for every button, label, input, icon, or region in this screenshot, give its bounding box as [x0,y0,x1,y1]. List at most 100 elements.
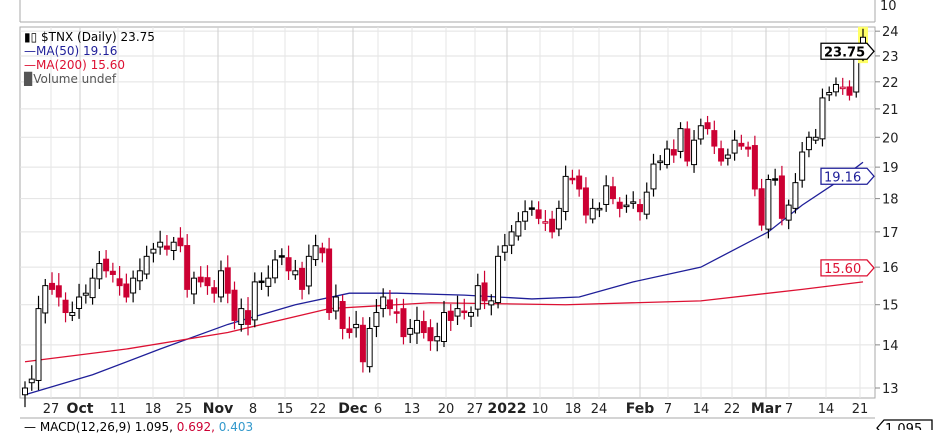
candle-body [643,191,650,215]
candle [542,210,549,231]
candle [657,155,664,171]
candle [258,272,265,290]
candle [636,198,643,221]
candle [819,88,826,147]
candle-body [204,277,211,287]
candle [373,299,380,338]
candle [528,200,535,216]
candle [731,130,738,161]
candle-body [96,263,103,280]
candle-body [562,175,569,213]
candle-body [35,308,42,381]
candle [62,292,69,323]
candle [839,77,846,95]
candle-body [576,175,583,190]
legend-ma200: —MA(200) 15.60 [24,58,125,72]
x-tick-label: Mar [751,401,781,417]
candle [22,381,28,408]
candle-body [697,125,704,140]
y-tick-label: 17 [882,226,899,241]
candle [785,199,792,230]
candle [650,153,657,197]
candle-body [718,148,725,162]
candle-body [481,282,488,302]
candle-body [170,241,177,251]
candle-icon: ▮▯ [24,30,42,44]
candle-body [461,310,468,314]
candle-body [292,270,299,276]
candle-body [832,83,839,93]
candle-body [123,283,130,298]
x-tick-label: 6 [374,402,382,417]
candle-body [636,204,643,213]
candle [332,284,339,320]
candle [778,165,785,226]
candle-body [28,378,35,384]
candle [326,237,333,320]
candle-body [326,248,333,314]
x-tick-label: Feb [626,401,655,417]
candle [359,317,366,373]
candle [190,271,197,305]
candle [501,233,508,261]
y-tick-label: 21 [882,103,899,118]
y-tick-label: 13 [882,382,899,397]
candle-body [366,327,373,368]
candle [265,265,272,297]
candle [211,280,218,303]
candle [697,118,704,145]
candle [116,266,123,296]
candle-body [778,175,785,219]
x-tick-label: 2022 [488,401,527,417]
candle-body [839,86,846,90]
candle [76,283,83,319]
macd-tag [876,419,933,430]
candle [312,234,319,266]
candle [481,270,488,310]
x-tick-label: 11 [110,402,127,417]
candle-body [528,207,535,210]
candle [217,260,224,303]
x-tick-label: 18 [145,402,162,417]
candle [35,295,42,391]
candle [535,201,542,225]
candle-body [82,292,89,296]
candle-body [501,245,508,253]
candle-body [724,154,731,159]
candle-body [143,255,150,275]
candle [386,289,393,316]
candle [751,135,758,197]
x-tick-label: Nov [203,401,233,417]
candle [474,273,481,317]
candle [799,141,806,188]
candle [413,306,420,344]
candle-body [447,310,454,321]
candle-body [474,285,481,310]
x-tick-label: 14 [818,402,835,417]
x-tick-label: 27 [467,402,484,417]
candle [758,178,765,231]
candle [238,298,245,332]
x-tick-label: 7 [785,402,793,417]
candle [846,80,853,101]
candle-body [258,280,265,284]
candle-body [684,128,691,162]
candle [643,182,650,220]
candle-body [758,188,765,226]
candle-body [670,149,677,156]
candle [609,176,616,205]
candle-body [109,270,116,275]
candle-body [420,321,427,334]
candle-body [251,281,258,321]
candle [407,318,414,344]
candle [596,202,603,218]
candle-body [630,201,637,204]
candle-body [427,327,434,342]
candle [724,148,731,166]
x-tick-label: 14 [693,402,710,417]
candle [684,121,691,167]
x-tick-label: Dec [338,401,367,417]
candle [82,284,89,304]
candle-body [582,187,589,216]
candle-body [136,270,143,282]
